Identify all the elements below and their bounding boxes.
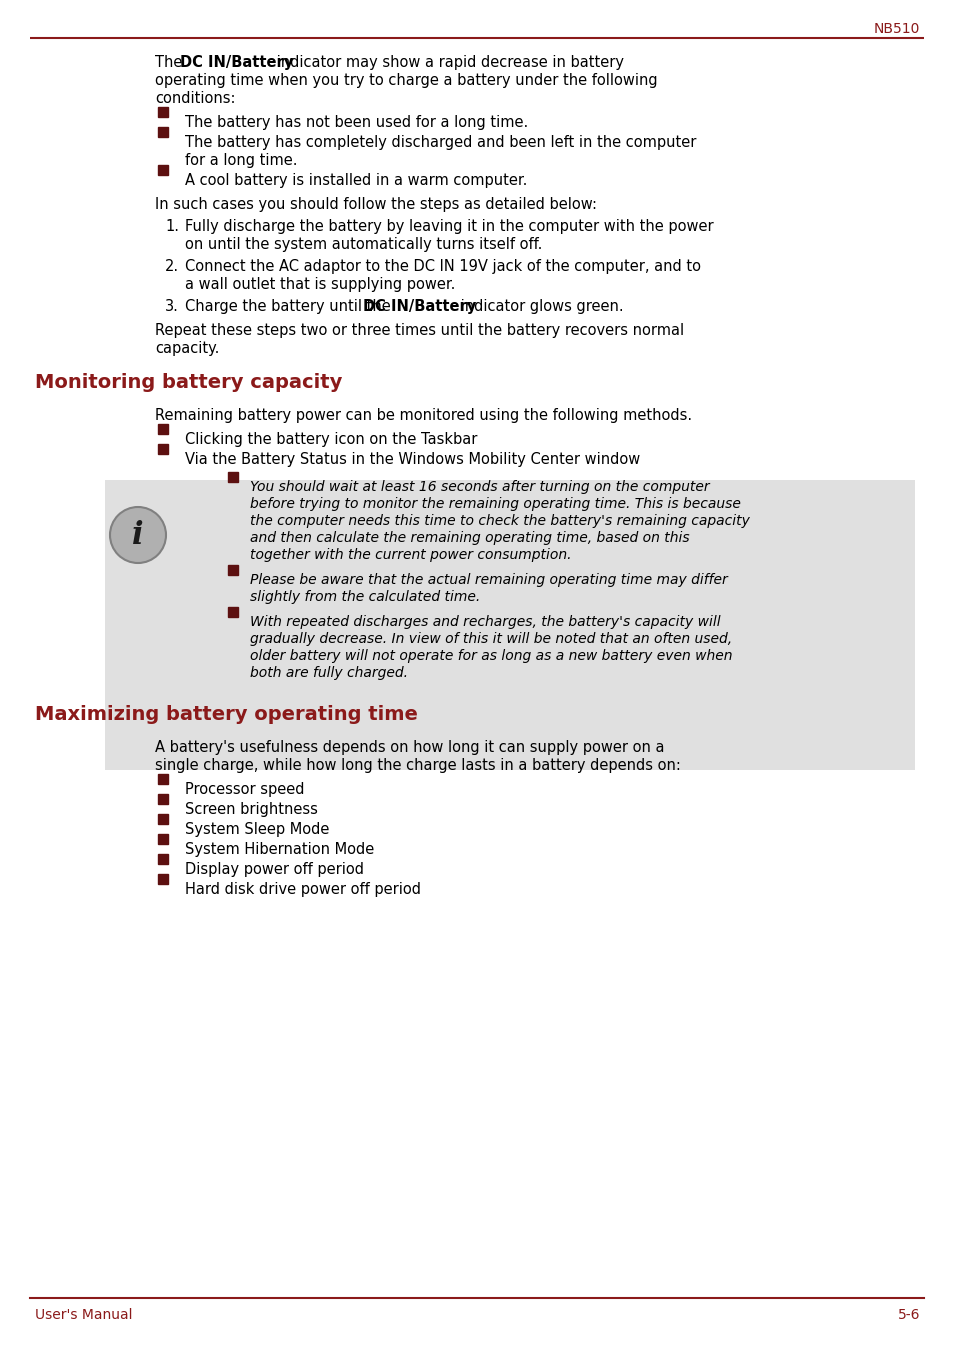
Text: Display power off period: Display power off period: [185, 862, 364, 877]
Text: together with the current power consumption.: together with the current power consumpt…: [250, 547, 571, 562]
Text: before trying to monitor the remaining operating time. This is because: before trying to monitor the remaining o…: [250, 498, 740, 511]
Text: User's Manual: User's Manual: [35, 1307, 132, 1322]
Text: DC IN/Battery: DC IN/Battery: [363, 299, 476, 313]
Text: indicator may show a rapid decrease in battery: indicator may show a rapid decrease in b…: [272, 55, 623, 70]
Text: single charge, while how long the charge lasts in a battery depends on:: single charge, while how long the charge…: [154, 759, 680, 773]
Text: a wall outlet that is supplying power.: a wall outlet that is supplying power.: [185, 277, 455, 292]
Text: 1.: 1.: [165, 219, 179, 234]
Text: System Sleep Mode: System Sleep Mode: [185, 822, 329, 837]
Text: The battery has not been used for a long time.: The battery has not been used for a long…: [185, 116, 528, 130]
Bar: [158, 874, 168, 884]
Text: 2.: 2.: [165, 260, 179, 274]
Text: on until the system automatically turns itself off.: on until the system automatically turns …: [185, 237, 542, 252]
Bar: [158, 814, 168, 824]
Bar: [158, 444, 168, 455]
Text: 5-6: 5-6: [897, 1307, 919, 1322]
Text: The: The: [154, 55, 187, 70]
Text: conditions:: conditions:: [154, 91, 235, 106]
Text: DC IN/Battery: DC IN/Battery: [179, 55, 293, 70]
Bar: [158, 165, 168, 175]
Text: A cool battery is installed in a warm computer.: A cool battery is installed in a warm co…: [185, 174, 527, 188]
Bar: [158, 126, 168, 137]
Text: and then calculate the remaining operating time, based on this: and then calculate the remaining operati…: [250, 531, 689, 545]
Bar: [158, 834, 168, 845]
Text: both are fully charged.: both are fully charged.: [250, 666, 408, 681]
Text: for a long time.: for a long time.: [185, 153, 297, 168]
Bar: [158, 794, 168, 804]
Text: In such cases you should follow the steps as detailed below:: In such cases you should follow the step…: [154, 196, 597, 213]
Circle shape: [110, 507, 166, 564]
Bar: [228, 565, 237, 576]
FancyBboxPatch shape: [105, 480, 914, 769]
Text: Monitoring battery capacity: Monitoring battery capacity: [35, 373, 342, 391]
Text: You should wait at least 16 seconds after turning on the computer: You should wait at least 16 seconds afte…: [250, 480, 709, 494]
Text: Fully discharge the battery by leaving it in the computer with the power: Fully discharge the battery by leaving i…: [185, 219, 713, 234]
Text: Charge the battery until the: Charge the battery until the: [185, 299, 395, 313]
Bar: [228, 472, 237, 482]
Text: Via the Battery Status in the Windows Mobility Center window: Via the Battery Status in the Windows Mo…: [185, 452, 639, 467]
Text: operating time when you try to charge a battery under the following: operating time when you try to charge a …: [154, 73, 657, 87]
Text: slightly from the calculated time.: slightly from the calculated time.: [250, 590, 479, 604]
Text: Processor speed: Processor speed: [185, 781, 304, 798]
Text: gradually decrease. In view of this it will be noted that an often used,: gradually decrease. In view of this it w…: [250, 632, 731, 646]
Text: NB510: NB510: [873, 22, 919, 36]
Text: A battery's usefulness depends on how long it can supply power on a: A battery's usefulness depends on how lo…: [154, 740, 664, 755]
Text: Screen brightness: Screen brightness: [185, 802, 317, 816]
Text: Clicking the battery icon on the Taskbar: Clicking the battery icon on the Taskbar: [185, 432, 476, 447]
Text: indicator glows green.: indicator glows green.: [456, 299, 622, 313]
Text: With repeated discharges and recharges, the battery's capacity will: With repeated discharges and recharges, …: [250, 615, 720, 629]
Text: i: i: [132, 519, 144, 550]
Text: Repeat these steps two or three times until the battery recovers normal: Repeat these steps two or three times un…: [154, 323, 683, 338]
Text: Connect the AC adaptor to the DC IN 19V jack of the computer, and to: Connect the AC adaptor to the DC IN 19V …: [185, 260, 700, 274]
Text: capacity.: capacity.: [154, 342, 219, 356]
Text: Remaining battery power can be monitored using the following methods.: Remaining battery power can be monitored…: [154, 408, 691, 422]
Text: System Hibernation Mode: System Hibernation Mode: [185, 842, 374, 857]
Text: Please be aware that the actual remaining operating time may differ: Please be aware that the actual remainin…: [250, 573, 727, 586]
Bar: [158, 854, 168, 863]
Text: older battery will not operate for as long as a new battery even when: older battery will not operate for as lo…: [250, 650, 732, 663]
Text: Maximizing battery operating time: Maximizing battery operating time: [35, 705, 417, 724]
Bar: [158, 108, 168, 117]
Text: 3.: 3.: [165, 299, 178, 313]
Bar: [158, 424, 168, 434]
Bar: [228, 607, 237, 617]
Text: The battery has completely discharged and been left in the computer: The battery has completely discharged an…: [185, 134, 696, 151]
Text: Hard disk drive power off period: Hard disk drive power off period: [185, 882, 420, 897]
Text: the computer needs this time to check the battery's remaining capacity: the computer needs this time to check th…: [250, 514, 749, 529]
Bar: [158, 773, 168, 784]
